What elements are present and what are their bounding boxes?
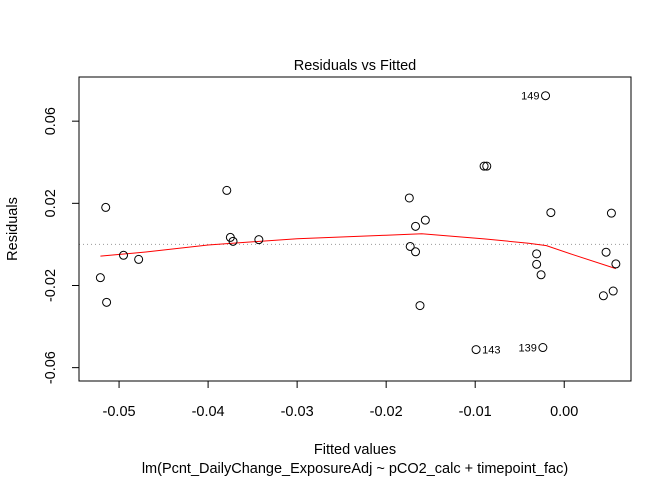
residual-point <box>601 247 611 257</box>
y-tick-label: 0.02 <box>43 189 59 217</box>
residual-point <box>420 215 430 225</box>
x-tick-label: -0.05 <box>103 404 136 420</box>
x-tick-label: 0.00 <box>550 404 578 420</box>
y-axis-label: Residuals <box>5 197 21 261</box>
residual-point <box>546 208 556 218</box>
residual-point <box>119 250 129 260</box>
residual-point <box>471 345 481 355</box>
outlier-label: 139 <box>518 343 536 355</box>
residual-point <box>411 221 421 231</box>
residual-point <box>95 273 105 283</box>
residual-point <box>134 254 144 264</box>
x-tick-label: -0.01 <box>459 404 492 420</box>
y-tick-label: -0.06 <box>43 351 59 384</box>
y-tick-label: 0.06 <box>43 107 59 135</box>
plot-title: Residuals vs Fitted <box>294 58 417 74</box>
residual-point <box>479 161 489 171</box>
residual-point <box>482 161 492 171</box>
residual-point <box>532 259 542 269</box>
y-tick-label: -0.02 <box>43 269 59 302</box>
plot-box <box>78 76 632 382</box>
residual-point <box>536 270 546 280</box>
residual-point <box>404 193 414 203</box>
residual-point <box>598 291 608 301</box>
residual-point <box>415 301 425 311</box>
residual-point <box>254 235 264 245</box>
residual-point <box>532 249 542 259</box>
x-tick-label: -0.03 <box>281 404 314 420</box>
residual-point <box>228 236 238 246</box>
residual-point <box>538 343 548 353</box>
x-axis-sublabel: lm(Pcnt_DailyChange_ExposureAdj ~ pCO2_c… <box>142 461 568 477</box>
residual-point <box>611 259 621 269</box>
residual-point <box>101 202 111 212</box>
outlier-label: 149 <box>521 91 539 103</box>
residual-point <box>405 241 415 251</box>
residual-point <box>222 185 232 195</box>
residual-point <box>541 91 551 101</box>
x-tick-label: -0.02 <box>370 404 403 420</box>
residual-point <box>411 247 421 257</box>
x-axis-label: Fitted values <box>314 442 396 458</box>
residual-point <box>608 286 618 296</box>
residual-point <box>102 297 112 307</box>
x-tick-label: -0.04 <box>192 404 225 420</box>
outlier-label: 143 <box>482 345 500 357</box>
smoother-line <box>100 233 617 270</box>
residual-point <box>606 208 616 218</box>
